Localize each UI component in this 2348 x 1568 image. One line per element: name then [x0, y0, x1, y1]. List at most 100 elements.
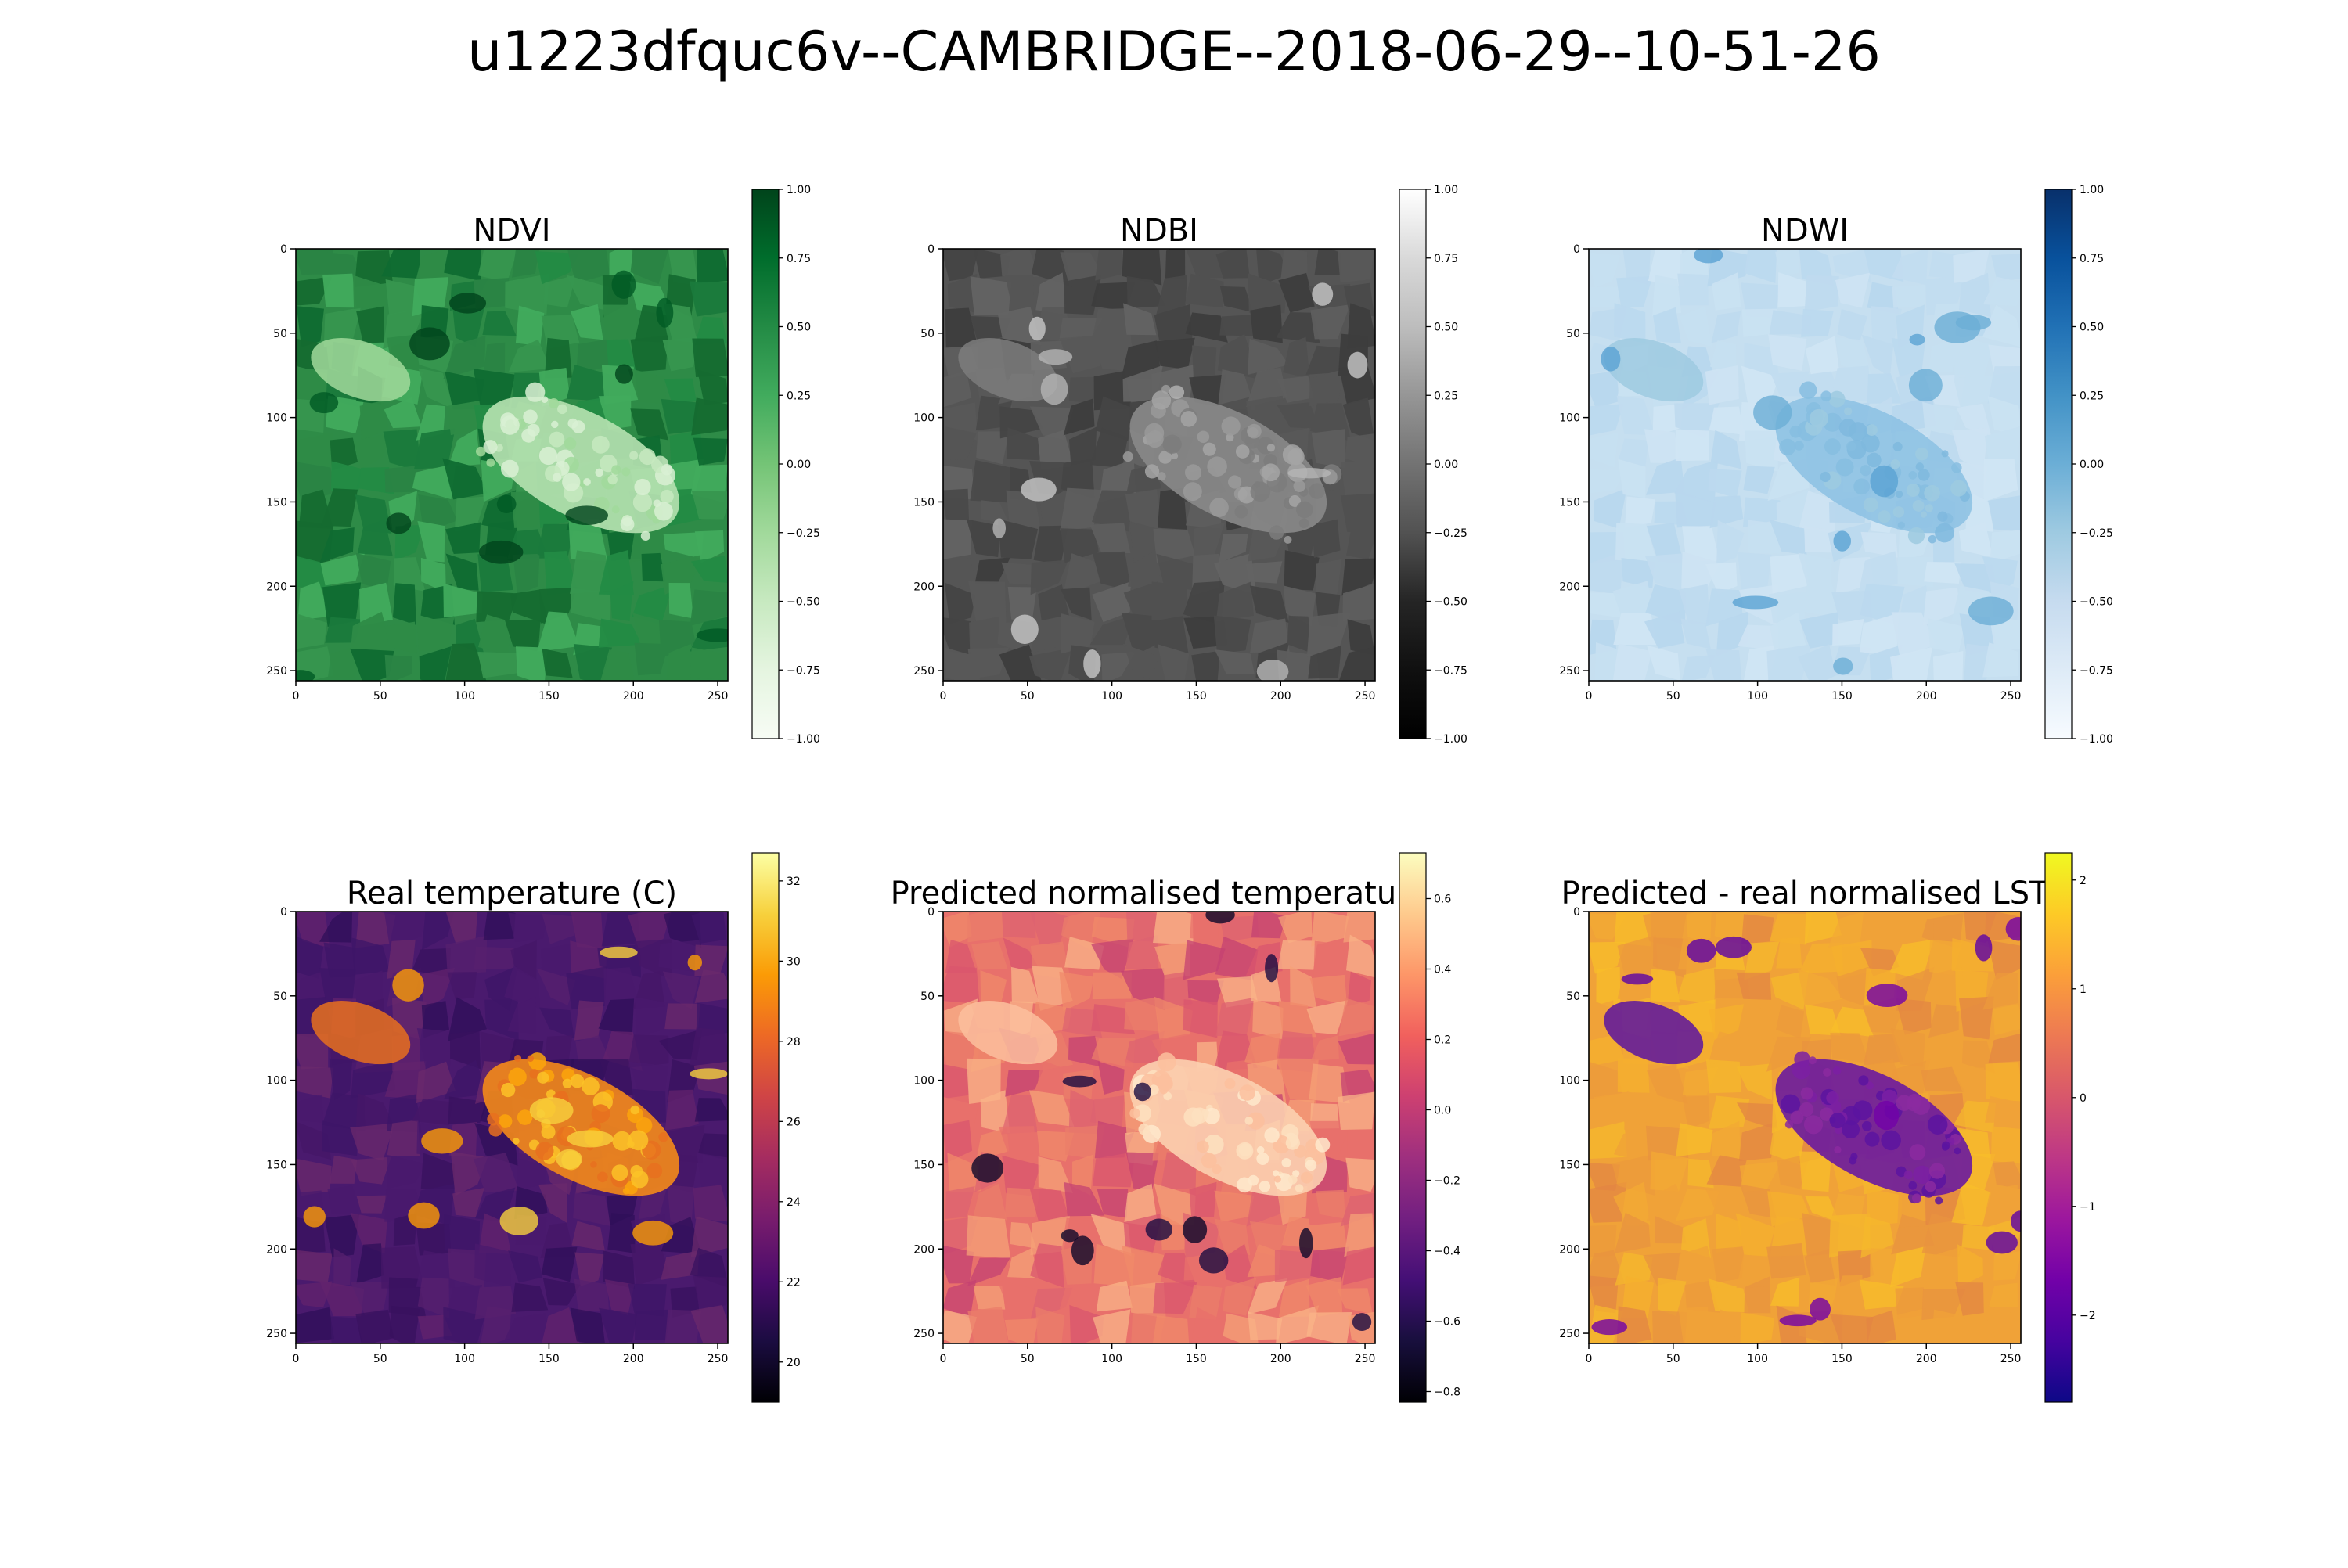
extreme-spot: [303, 1206, 326, 1228]
field-patch: [416, 1222, 452, 1256]
field-patch: [1614, 1212, 1651, 1253]
extreme-spot: [1873, 1100, 1900, 1131]
field-patch: [1895, 1307, 1926, 1343]
field-patch: [634, 642, 669, 676]
field-patch: [324, 1214, 360, 1258]
field-patch: [1899, 912, 1934, 949]
field-patch: [1711, 311, 1741, 343]
field-patch: [971, 941, 1008, 970]
field-patch: [661, 398, 700, 434]
field-patch: [1306, 1312, 1352, 1343]
field-patch: [1652, 404, 1683, 437]
field-patch: [1215, 249, 1250, 279]
field-patch: [513, 553, 540, 595]
field-patch: [1863, 1034, 1904, 1066]
field-patch: [1068, 1089, 1097, 1135]
field-patch: [1766, 644, 1812, 681]
heatmap-image: [296, 249, 728, 681]
field-patch: [970, 276, 1011, 315]
x-tick-label: 100: [1747, 1353, 1768, 1365]
y-tick-label: 0: [280, 906, 287, 919]
field-patch: [1035, 1307, 1065, 1343]
field-patch: [1646, 523, 1684, 563]
field-patch: [628, 368, 666, 405]
field-patch: [1860, 531, 1898, 558]
field-patch: [1061, 587, 1092, 620]
urban-area: [482, 1052, 680, 1196]
field-patch: [1343, 912, 1375, 943]
colorbar-tick-label: 30: [787, 955, 801, 968]
field-patch: [976, 1127, 1010, 1160]
field-patch: [445, 371, 485, 410]
field-patch: [1344, 1213, 1374, 1257]
field-patch: [1709, 1031, 1750, 1064]
x-tick-label: 50: [373, 1353, 387, 1365]
field-patch: [392, 583, 416, 625]
field-patch: [690, 647, 728, 680]
field-patch: [1251, 912, 1287, 939]
field-patch: [1650, 1151, 1689, 1192]
field-patch: [454, 496, 487, 532]
field-patch: [1954, 1100, 1997, 1133]
field-patch: [1681, 654, 1716, 681]
extreme-spot: [386, 512, 412, 534]
field-patch: [1615, 1252, 1653, 1286]
extreme-spot: [1715, 936, 1752, 958]
extreme-spot: [687, 955, 703, 971]
field-patch: [697, 1153, 728, 1193]
field-patch: [566, 966, 607, 1010]
field-patch: [296, 937, 324, 980]
extreme-spot: [632, 1220, 674, 1246]
field-patch: [1705, 1189, 1742, 1221]
colorbar-tick-label: 0.50: [2080, 322, 2104, 334]
field-patch: [1059, 334, 1104, 374]
y-tick-label: 100: [1559, 412, 1580, 425]
colorbar-tick-label: −0.6: [1434, 1316, 1460, 1329]
field-patch: [1121, 613, 1162, 656]
field-patch: [1278, 912, 1313, 944]
field-patch: [1214, 1190, 1255, 1222]
colorbar-tick-label: 20: [787, 1357, 801, 1369]
field-patch: [966, 1058, 1001, 1104]
field-patch: [350, 1123, 395, 1161]
field-patch: [350, 648, 394, 681]
subplot-title: Real temperature (C): [347, 876, 677, 912]
field-patch: [1746, 1027, 1774, 1067]
field-patch: [1244, 1033, 1280, 1070]
field-patch: [1090, 938, 1134, 980]
field-patch: [542, 1278, 581, 1306]
field-patch: [1616, 395, 1655, 436]
field-patch: [641, 552, 666, 582]
x-tick-label: 200: [1916, 1353, 1937, 1365]
field-patch: [443, 335, 486, 379]
y-tick-label: 0: [1573, 243, 1580, 256]
field-patch: [1305, 1277, 1343, 1317]
y-tick-label: 150: [1559, 1159, 1580, 1171]
field-patch: [1622, 249, 1651, 286]
colorbar-tick-label: 0.4: [1434, 964, 1451, 976]
field-patch: [598, 618, 642, 648]
field-patch: [542, 913, 574, 944]
field-patch: [1953, 249, 1990, 283]
field-patch: [1214, 649, 1255, 674]
extreme-spot: [971, 1153, 1004, 1183]
y-tick-label: 250: [1559, 665, 1580, 678]
field-patch: [1622, 1275, 1655, 1318]
field-patch: [1004, 1187, 1040, 1217]
field-patch: [1596, 966, 1621, 1012]
field-patch: [386, 1154, 427, 1189]
extreme-spot: [421, 1128, 463, 1154]
field-patch: [329, 1155, 358, 1184]
extreme-spot: [2005, 916, 2021, 941]
field-patch: [1277, 1185, 1308, 1225]
field-patch: [1982, 304, 2021, 347]
field-patch: [1309, 974, 1348, 1005]
field-patch: [1311, 912, 1349, 947]
field-patch: [445, 643, 487, 681]
extreme-spot: [1833, 530, 1851, 552]
field-patch: [598, 998, 635, 1036]
y-tick-label: 0: [280, 243, 287, 256]
x-tick-label: 150: [538, 690, 560, 703]
urban-area: [1775, 381, 1973, 545]
extreme-spot: [392, 969, 424, 1002]
